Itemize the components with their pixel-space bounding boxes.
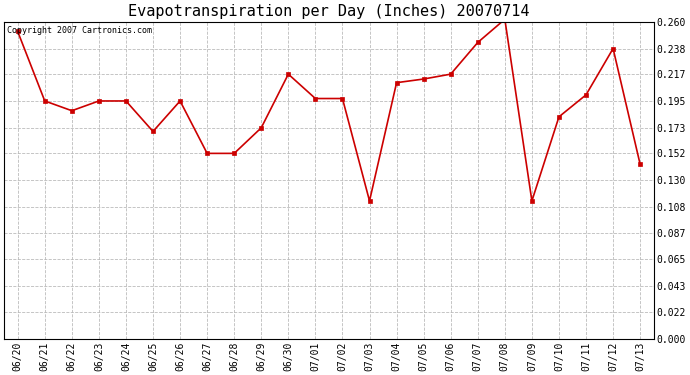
Title: Evapotranspiration per Day (Inches) 20070714: Evapotranspiration per Day (Inches) 2007… — [128, 4, 530, 19]
Text: Copyright 2007 Cartronics.com: Copyright 2007 Cartronics.com — [8, 27, 152, 36]
